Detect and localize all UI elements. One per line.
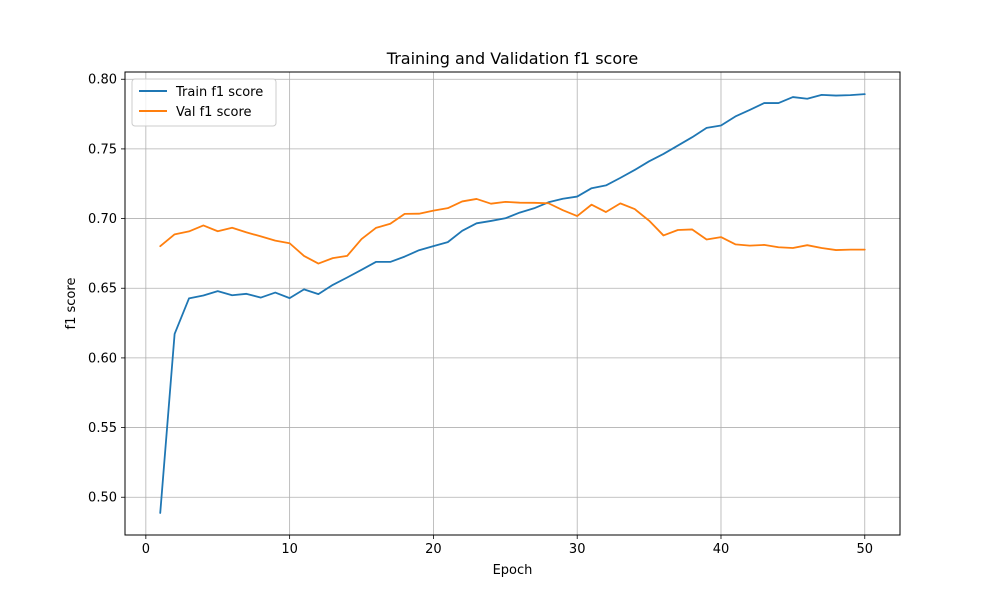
y-tick-label: 0.60 <box>88 351 117 366</box>
legend-box <box>131 78 277 127</box>
x-tick-label: 30 <box>569 542 586 557</box>
y-tick-label: 0.50 <box>88 491 117 506</box>
legend: Train f1 score Val f1 score <box>131 78 277 127</box>
x-tick-label: 10 <box>281 542 298 557</box>
y-tick-label: 0.80 <box>88 73 117 88</box>
plot-frame <box>124 71 901 536</box>
y-tick-label: 0.70 <box>88 212 117 227</box>
x-tick-label: 50 <box>856 542 873 557</box>
legend-label-train: Train f1 score <box>175 85 263 100</box>
grid <box>125 72 900 535</box>
y-tick-label: 0.55 <box>88 421 117 436</box>
chart-title: Training and Validation f1 score <box>386 49 638 68</box>
y-tick-label: 0.75 <box>88 142 117 157</box>
x-tick-label: 0 <box>142 542 150 557</box>
x-axis-ticks: 0 10 20 30 40 50 <box>142 535 873 557</box>
y-tick-label: 0.65 <box>88 282 117 297</box>
x-axis-label: Epoch <box>493 563 533 578</box>
series-line-val <box>159 198 866 265</box>
y-axis-label: f1 score <box>64 278 79 330</box>
series-line-train <box>159 93 866 514</box>
series-lines <box>159 93 866 514</box>
y-axis-ticks: 0.50 0.55 0.60 0.65 0.70 0.75 0.80 <box>88 73 125 506</box>
x-tick-label: 40 <box>713 542 730 557</box>
plot-area <box>125 72 900 535</box>
x-tick-label: 20 <box>425 542 442 557</box>
legend-label-val: Val f1 score <box>176 105 252 120</box>
